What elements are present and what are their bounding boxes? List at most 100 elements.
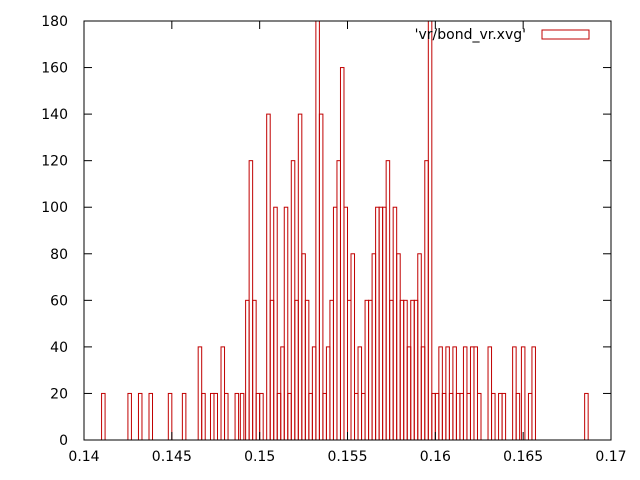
histogram-bar bbox=[276, 392, 282, 441]
histogram-bar bbox=[322, 392, 327, 441]
y-tick-label: 60 bbox=[50, 293, 68, 309]
histogram-bar bbox=[290, 160, 296, 441]
y-tick-label: 20 bbox=[50, 386, 68, 402]
x-tick-label: 0.16 bbox=[420, 449, 451, 465]
x-tick-label: 0.14 bbox=[68, 449, 99, 465]
histogram-bar bbox=[420, 346, 426, 441]
histogram-bar bbox=[283, 206, 289, 441]
histogram-bar bbox=[498, 392, 503, 441]
histogram-bar bbox=[354, 392, 359, 441]
histogram-bar bbox=[434, 392, 440, 441]
histogram-bar bbox=[512, 346, 517, 441]
x-tick-label: 0.155 bbox=[327, 449, 367, 465]
histogram-bar bbox=[266, 113, 271, 441]
histogram-bar bbox=[213, 392, 219, 441]
histogram-bar bbox=[403, 299, 408, 441]
histogram-bar bbox=[239, 392, 245, 441]
histogram-bar bbox=[466, 392, 471, 441]
legend-swatch bbox=[541, 29, 590, 40]
x-tick-label: 0.17 bbox=[595, 449, 626, 465]
histogram-bar bbox=[311, 346, 317, 441]
histogram-bar bbox=[427, 20, 433, 441]
y-tick-label: 120 bbox=[41, 154, 68, 170]
axis-ticks: 0.14 0.145 0.15 0.155 0.16 0.165 0.17 0 20 40 60 80… bbox=[41, 14, 626, 465]
histogram-bar bbox=[273, 206, 278, 441]
histogram-bar bbox=[224, 392, 229, 441]
legend: 'vr/bond_vr.xvg' bbox=[415, 27, 590, 43]
histogram-bar bbox=[347, 299, 352, 441]
histogram-bar bbox=[287, 392, 292, 441]
histogram-bar bbox=[248, 160, 254, 441]
histogram-bar bbox=[301, 253, 306, 441]
y-tick-label: 160 bbox=[41, 61, 68, 77]
histogram-bar bbox=[325, 346, 331, 441]
histogram-bar bbox=[269, 299, 275, 441]
histogram-bar bbox=[476, 392, 482, 441]
histogram-bar bbox=[473, 346, 478, 441]
histogram-bar bbox=[584, 392, 589, 441]
histogram-bar bbox=[410, 299, 415, 441]
histogram-bar bbox=[396, 253, 401, 441]
histogram-bar bbox=[431, 392, 436, 441]
y-tick-label: 0 bbox=[59, 433, 68, 449]
histogram-bar bbox=[280, 346, 285, 441]
histogram-bar bbox=[375, 206, 380, 441]
x-tick-label: 0.145 bbox=[152, 449, 192, 465]
histogram-bar bbox=[448, 392, 454, 441]
histogram-bar bbox=[385, 160, 391, 441]
histogram-bar bbox=[350, 253, 356, 441]
histogram-bar bbox=[438, 346, 443, 441]
histogram-bar bbox=[234, 392, 240, 441]
histogram-bar bbox=[399, 299, 405, 441]
histogram-bar bbox=[361, 392, 366, 441]
histogram-bar bbox=[252, 299, 257, 441]
histogram-bar bbox=[455, 392, 461, 441]
histogram-bar bbox=[469, 346, 475, 441]
y-tick-label: 80 bbox=[50, 247, 68, 263]
histogram-bar bbox=[452, 346, 457, 441]
histogram-bar bbox=[501, 392, 507, 441]
y-tick-label: 180 bbox=[41, 14, 68, 30]
legend-series-label: 'vr/bond_vr.xvg' bbox=[415, 27, 526, 43]
histogram-bar bbox=[181, 392, 187, 441]
histogram-bar bbox=[127, 392, 132, 441]
histogram-bar bbox=[167, 392, 173, 441]
histogram-bar bbox=[137, 392, 143, 441]
histogram-bar bbox=[520, 346, 526, 441]
histogram-bar bbox=[413, 299, 419, 441]
histogram-bar bbox=[304, 299, 310, 441]
histogram-bar bbox=[329, 299, 334, 441]
histogram-bar bbox=[220, 346, 226, 441]
histogram-bar bbox=[417, 253, 422, 441]
histogram-bar bbox=[441, 392, 447, 441]
histogram-bar bbox=[315, 20, 320, 441]
histogram-bar bbox=[148, 392, 154, 441]
histogram-bar bbox=[406, 346, 412, 441]
histogram-bar bbox=[101, 392, 106, 441]
x-tick-label: 0.15 bbox=[244, 449, 275, 465]
histogram-bar bbox=[368, 299, 373, 441]
histogram-bar bbox=[389, 299, 394, 441]
histogram-bar bbox=[297, 113, 303, 441]
histogram-bar bbox=[332, 206, 338, 441]
histogram-bar bbox=[445, 346, 450, 441]
y-tick-label: 100 bbox=[41, 200, 68, 216]
histogram-bar bbox=[531, 346, 536, 441]
histogram-bar bbox=[209, 392, 215, 441]
histogram-bar bbox=[308, 392, 313, 441]
histogram-bar bbox=[343, 206, 348, 441]
histogram-bar bbox=[364, 299, 370, 441]
histogram-bar bbox=[515, 392, 521, 441]
histogram-bars bbox=[101, 20, 589, 441]
histogram-bar bbox=[371, 253, 377, 441]
y-tick-label: 140 bbox=[41, 107, 68, 123]
histogram-bar bbox=[197, 346, 203, 441]
histogram-bar bbox=[201, 392, 206, 441]
histogram-bar bbox=[491, 392, 496, 441]
histogram-bar bbox=[424, 160, 429, 441]
y-tick-label: 40 bbox=[50, 340, 68, 356]
histogram-bar bbox=[357, 346, 363, 441]
histogram-bar bbox=[459, 392, 464, 441]
histogram-bar bbox=[378, 206, 384, 441]
